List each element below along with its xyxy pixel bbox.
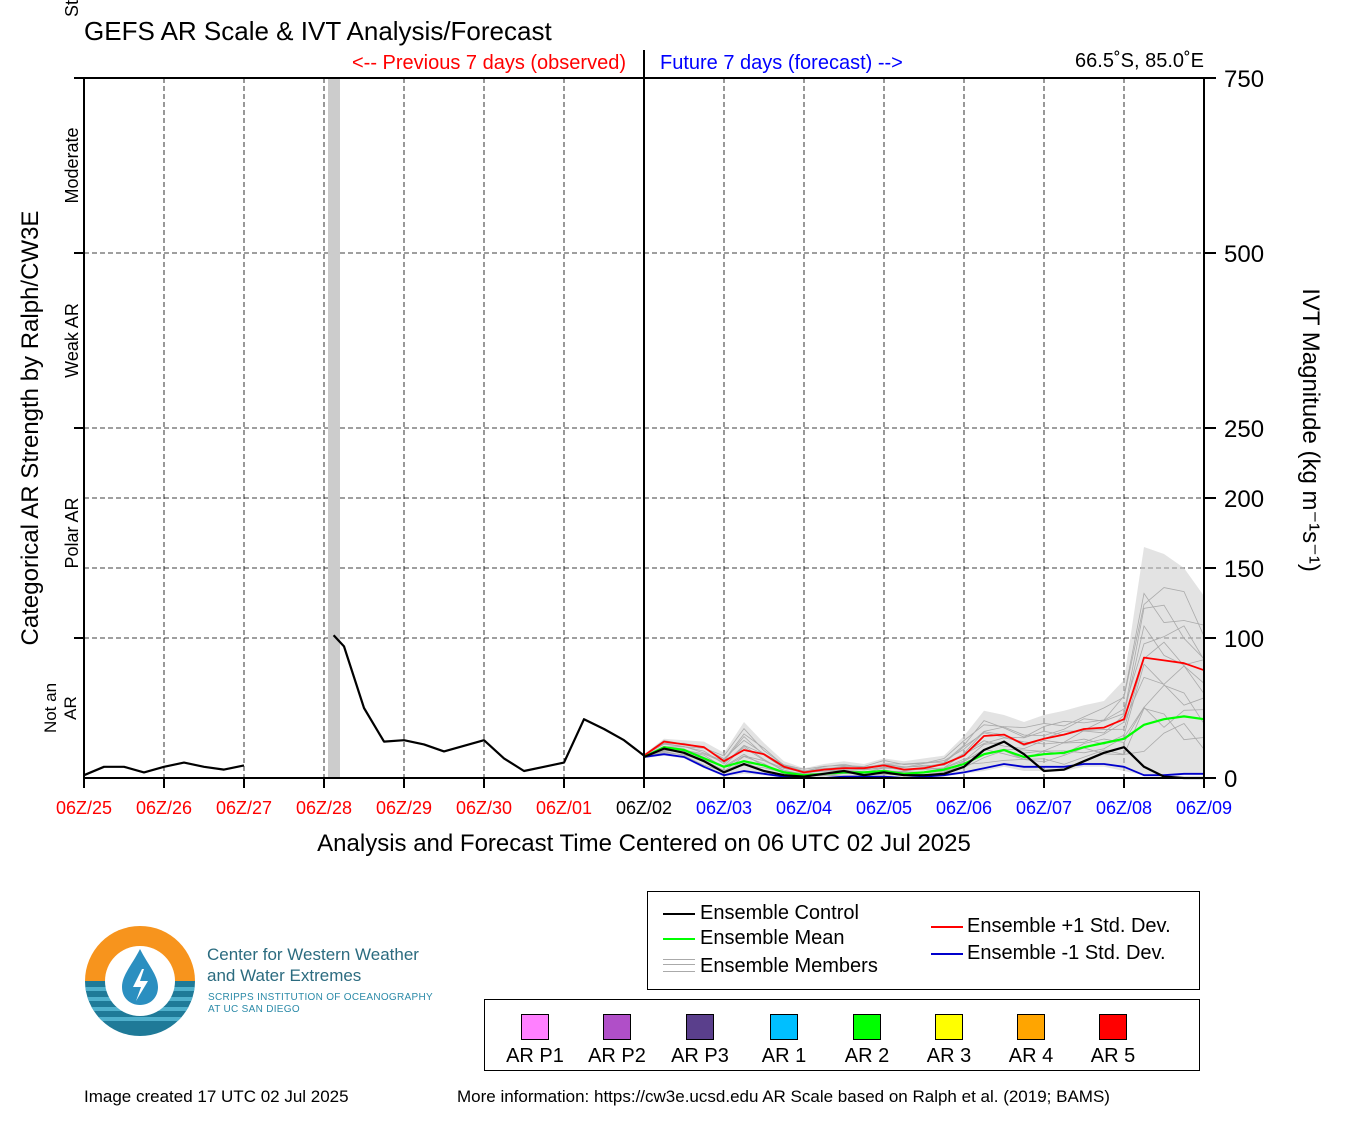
legend-swatch-control	[663, 913, 695, 915]
ensemble-member-line	[643, 592, 1205, 772]
ar-scale-label: AR P3	[671, 1045, 729, 1067]
ar-scale-label: AR 4	[1008, 1045, 1054, 1067]
category-label: Moderate	[62, 127, 82, 203]
x-tick-label: 06Z/30	[456, 798, 512, 818]
logo-org-name: Center for Western Weather and Water Ext…	[207, 944, 419, 986]
y-tick-label: 150	[1224, 556, 1264, 583]
y-axis-label-right: IVT Magnitude (kg m⁻¹s⁻¹)	[1297, 288, 1324, 572]
observed-label: <-- Previous 7 days (observed)	[352, 52, 626, 74]
ar-scale-label: AR 3	[926, 1045, 972, 1067]
members-envelope	[644, 547, 1204, 778]
logo-line1: Center for Western Weather	[207, 945, 419, 964]
series-control	[643, 740, 1204, 780]
x-tick-label: 06Z/02	[616, 798, 672, 818]
series-control	[83, 761, 245, 777]
series-plus-sd	[643, 656, 1205, 774]
x-tick-label: 06Z/25	[56, 798, 112, 818]
ar-scale-swatch	[853, 1014, 881, 1040]
x-tick-label: 06Z/29	[376, 798, 432, 818]
legend-members: Ensemble Members	[700, 955, 878, 977]
ar-scale-legend: AR P1 AR P2 AR P3 AR 1 AR 2 AR 3 AR 4 AR 5	[484, 999, 1200, 1071]
logo-institution: SCRIPPS INSTITUTION OF OCEANOGRAPHY AT U…	[208, 992, 433, 1016]
category-label: Not an	[41, 683, 60, 733]
logo-line4: AT UC SAN DIEGO	[208, 1004, 300, 1015]
logo-line3: SCRIPPS INSTITUTION OF OCEANOGRAPHY	[208, 992, 433, 1003]
logo-line2: and Water Extremes	[207, 966, 362, 985]
category-label: Weak AR	[62, 303, 82, 378]
ar-scale-swatch	[521, 1014, 549, 1040]
series-mean	[643, 715, 1205, 777]
y-tick-label: 250	[1224, 416, 1264, 443]
category-label: AR	[61, 696, 80, 720]
ar-scale-swatch	[770, 1014, 798, 1040]
category-label: Polar AR	[62, 497, 82, 568]
legend-swatch-plus-sd	[931, 926, 963, 928]
ar-scale-swatch	[1099, 1014, 1127, 1040]
ar-scale-swatch	[603, 1014, 631, 1040]
y-axis-label-left: Categorical AR Strength by Ralph/CW3E	[17, 211, 44, 646]
footer-created: Image created 17 UTC 02 Jul 2025	[84, 1087, 349, 1106]
ensemble-member-line	[643, 587, 1205, 770]
x-axis-label: Analysis and Forecast Time Centered on 0…	[317, 830, 971, 857]
legend-minus-sd: Ensemble -1 Std. Dev.	[967, 942, 1166, 964]
axes	[74, 50, 1216, 788]
x-tick-label: 06Z/26	[136, 798, 192, 818]
chart-title: GEFS AR Scale & IVT Analysis/Forecast	[84, 16, 552, 46]
legend-swatch-mean	[663, 938, 695, 940]
ensemble-member-line	[643, 625, 1205, 772]
legend-control: Ensemble Control	[700, 902, 859, 924]
ivt-chart: 0100150200250500750100006Z/2506Z/2606Z/2…	[17, 0, 1324, 857]
ensemble-members	[643, 547, 1205, 778]
cw3e-logo	[85, 926, 195, 1036]
ar-scale-swatch	[935, 1014, 963, 1040]
x-tick-label: 06Z/09	[1176, 798, 1232, 818]
missing-data-band	[328, 78, 340, 778]
legend-swatch-minus-sd	[931, 953, 963, 955]
series-lines	[83, 634, 1205, 780]
legend-plus-sd: Ensemble +1 Std. Dev.	[967, 915, 1171, 937]
y-tick-label: 0	[1224, 766, 1237, 793]
ar-scale-swatch	[686, 1014, 714, 1040]
x-tick-label: 06Z/07	[1016, 798, 1072, 818]
x-tick-label: 06Z/03	[696, 798, 752, 818]
legend-mean: Ensemble Mean	[700, 927, 845, 949]
missing-data-bar	[328, 78, 340, 778]
x-tick-label: 06Z/04	[776, 798, 832, 818]
footer-info: More information: https://cw3e.ucsd.edu …	[457, 1087, 1110, 1106]
ar-scale-label: AR P1	[506, 1045, 564, 1067]
y-tick-label: 500	[1224, 241, 1264, 268]
x-tick-label: 06Z/27	[216, 798, 272, 818]
ar-scale-label: AR 2	[844, 1045, 890, 1067]
y-tick-label: 100	[1224, 626, 1264, 653]
x-tick-label: 06Z/28	[296, 798, 352, 818]
forecast-label: Future 7 days (forecast) -->	[660, 52, 903, 74]
ar-scale-label: AR 5	[1090, 1045, 1136, 1067]
ensemble-member-line	[643, 624, 1205, 774]
x-tick-label: 06Z/08	[1096, 798, 1152, 818]
series-minus-sd	[643, 753, 1204, 779]
tick-labels: 0100150200250500750100006Z/2506Z/2606Z/2…	[41, 0, 1264, 818]
ar-scale-label: AR 1	[761, 1045, 807, 1067]
x-tick-label: 06Z/01	[536, 798, 592, 818]
location-label: 66.5˚S, 85.0˚E	[1075, 50, 1204, 72]
x-tick-label: 06Z/06	[936, 798, 992, 818]
ar-scale-label: AR P2	[588, 1045, 646, 1067]
series-control	[332, 634, 645, 773]
y-tick-label: 200	[1224, 486, 1264, 513]
category-label: Strong	[62, 0, 82, 17]
ar-scale-swatch	[1017, 1014, 1045, 1040]
legend-swatch-members	[663, 959, 695, 972]
x-tick-label: 06Z/05	[856, 798, 912, 818]
y-tick-label: 750	[1224, 66, 1264, 93]
series-legend: Ensemble Control Ensemble Mean Ensemble …	[647, 891, 1200, 990]
